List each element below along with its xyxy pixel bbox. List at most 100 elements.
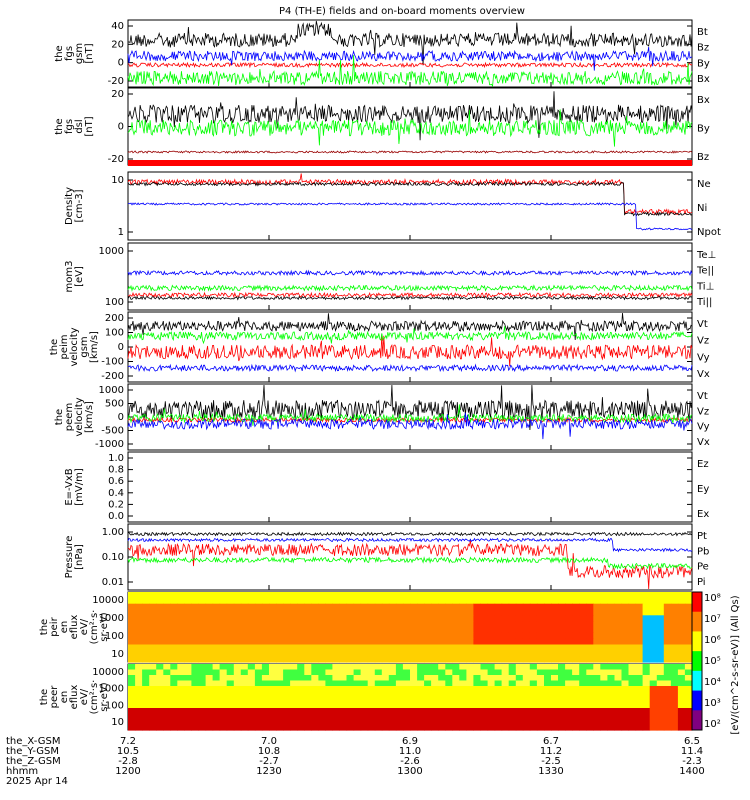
spectrogram-cell — [170, 686, 178, 693]
spectrogram-cell — [283, 632, 291, 640]
spectrogram-cell — [149, 669, 157, 676]
spectrogram-cell — [219, 592, 228, 599]
spectrogram-cell — [325, 638, 333, 646]
spectrogram-cell — [684, 697, 693, 704]
spectrogram-cell — [325, 627, 333, 634]
spectrogram-cell — [247, 603, 256, 611]
spectrogram-cell — [346, 702, 355, 709]
spectrogram-cell — [269, 644, 277, 651]
spectrogram-cell — [297, 664, 305, 671]
y-tick-label: 1000 — [99, 613, 124, 624]
ylabel-line: [mV/m] — [74, 468, 85, 506]
spectrogram-cell — [191, 650, 199, 657]
spectrogram-cell — [607, 680, 615, 687]
spectrogram-cell — [332, 686, 340, 693]
spectrogram-cell — [445, 664, 453, 671]
spectrogram-cell — [339, 686, 348, 693]
spectrogram-cell — [276, 597, 284, 605]
spectrogram-cell — [325, 609, 333, 616]
spectrogram-cell — [269, 708, 277, 715]
spectrogram-cell — [184, 650, 192, 657]
spectrogram-cell — [529, 638, 538, 646]
spectrogram-cell — [445, 708, 453, 715]
spectrogram-cell — [558, 597, 566, 605]
spectrogram-cell — [318, 669, 326, 676]
spectrogram-cell — [614, 627, 623, 634]
spectrogram-cell — [163, 675, 171, 682]
spectrogram-cell — [254, 638, 263, 646]
spectrogram-cell — [297, 691, 305, 698]
spectrogram-cell — [445, 675, 453, 682]
spectrogram-cell — [424, 664, 432, 671]
spectrogram-cell — [508, 597, 517, 605]
spectrogram-cell — [219, 627, 228, 634]
spectrogram-cell — [381, 686, 390, 693]
spectrogram-cell — [487, 697, 496, 704]
spectrogram-cell — [515, 603, 524, 611]
spectrogram-cell — [529, 650, 538, 657]
spectrogram-cell — [473, 702, 481, 709]
spectrogram-cell — [353, 638, 362, 646]
spectrogram-cell — [473, 697, 481, 704]
spectrogram-cell — [684, 597, 693, 605]
spectrogram-cell — [452, 664, 460, 671]
spectrogram-cell — [410, 691, 418, 698]
spectrogram-cell — [473, 615, 481, 622]
spectrogram-cell — [311, 708, 319, 715]
spectrogram-cell — [593, 708, 601, 715]
spectrogram-cell — [212, 675, 221, 682]
spectrogram-cell — [459, 680, 467, 687]
spectrogram-cell — [487, 708, 496, 715]
ephemeris-value: 6.7 — [543, 736, 559, 747]
spectrogram-cell — [438, 621, 446, 628]
spectrogram-cell — [198, 621, 207, 628]
spectrogram-cell — [487, 632, 496, 640]
spectrogram-cell — [424, 592, 432, 599]
spectrogram-cell — [600, 686, 608, 693]
spectrogram-cell — [677, 686, 686, 693]
spectrogram-cell — [593, 669, 601, 676]
spectrogram-cell — [290, 686, 298, 693]
spectrogram-cell — [656, 615, 665, 622]
spectrogram-cell — [670, 686, 679, 693]
spectrogram-cell — [417, 724, 425, 731]
spectrogram-cell — [614, 592, 623, 599]
spectrogram-cell — [198, 656, 207, 663]
spectrogram-cell — [149, 638, 157, 646]
spectrogram-cell — [417, 680, 425, 687]
spectrogram-cell — [656, 719, 665, 726]
spectrogram-cell — [135, 702, 143, 709]
spectrogram-cell — [395, 615, 404, 622]
spectrogram-cell — [360, 597, 369, 605]
spectrogram-cell — [360, 675, 369, 682]
colorbar-label: [eV/(cm^2-s-sr-eV)] (All Qs) — [730, 595, 741, 734]
spectrogram-cell — [388, 609, 397, 616]
spectrogram-cell — [417, 615, 425, 622]
spectrogram-cell — [551, 680, 559, 687]
spectrogram-cell — [226, 680, 235, 687]
spectrogram-cell — [417, 603, 425, 611]
spectrogram-cell — [346, 675, 355, 682]
spectrogram-cell — [410, 644, 418, 651]
spectrogram-cell — [677, 669, 686, 676]
spectrogram-cell — [325, 691, 333, 698]
spectrogram-cell — [684, 680, 693, 687]
spectrogram-cell — [388, 691, 397, 698]
spectrogram-cell — [466, 603, 474, 611]
spectrogram-cell — [254, 656, 263, 663]
spectrogram-cell — [635, 719, 644, 726]
ylabel-line: mom3 — [64, 261, 75, 293]
spectrogram-cell — [628, 708, 637, 715]
spectrogram-cell — [572, 664, 580, 671]
spectrogram-cell — [558, 638, 566, 646]
spectrogram-cell — [332, 615, 340, 622]
spectrogram-cell — [276, 691, 284, 698]
spectrogram-cell — [424, 644, 432, 651]
series-pe — [127, 555, 693, 570]
spectrogram-cell — [459, 592, 467, 599]
spectrogram-cell — [670, 669, 679, 676]
spectrogram-cell — [445, 650, 453, 657]
spectrogram-cell — [353, 702, 362, 709]
ylabel-line: peir — [49, 616, 60, 636]
